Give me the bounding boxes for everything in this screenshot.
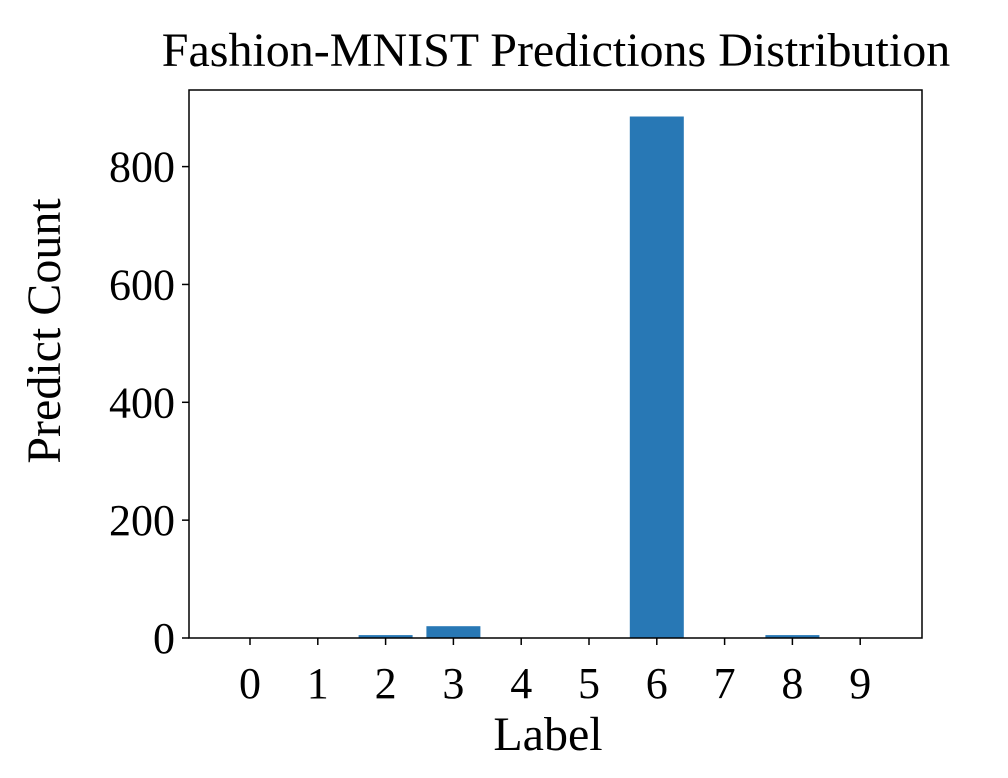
bars (358, 116, 820, 638)
bar-8 (765, 635, 820, 638)
x-axis-label: Label (493, 708, 602, 761)
y-tick-label-800: 800 (109, 143, 175, 192)
x-tick-label-9: 9 (849, 659, 871, 708)
y-tick-label-0: 0 (153, 614, 175, 663)
y-tick-label-400: 400 (109, 378, 175, 427)
x-tick-label-8: 8 (781, 659, 803, 708)
plot-frame (188, 89, 923, 639)
y-axis-label: Predict Count (18, 198, 71, 464)
chart-title: Fashion-MNIST Predictions Distribution (162, 24, 950, 77)
x-tick-label-0: 0 (239, 659, 261, 708)
x-tick-label-2: 2 (375, 659, 397, 708)
x-tick-label-1: 1 (307, 659, 329, 708)
y-tick-label-200: 200 (109, 496, 175, 545)
x-tick-label-5: 5 (578, 659, 600, 708)
x-tick-label-3: 3 (442, 659, 464, 708)
x-tick-label-6: 6 (646, 659, 668, 708)
bar-2 (358, 635, 413, 638)
x-tick-label-7: 7 (714, 659, 736, 708)
y-tick-label-600: 600 (109, 260, 175, 309)
bar-3 (426, 626, 481, 638)
x-tick-label-4: 4 (510, 659, 532, 708)
y-axis-ticks: 0 200 400 600 800 (109, 143, 189, 663)
bar-6 (629, 116, 684, 638)
